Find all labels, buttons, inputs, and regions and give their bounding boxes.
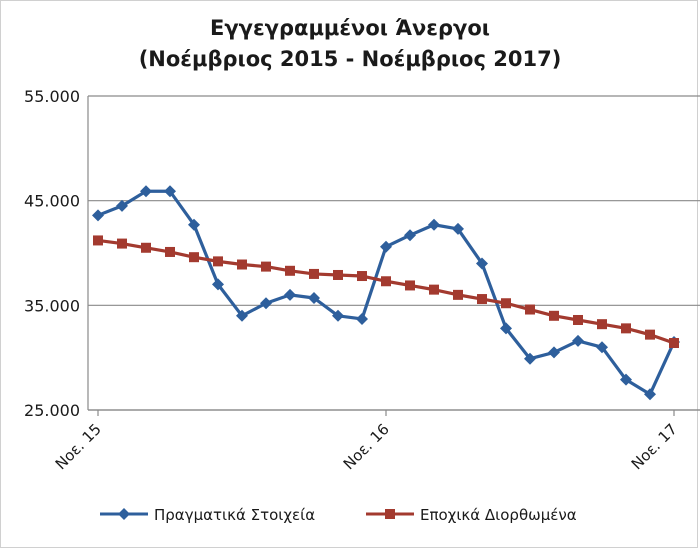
data-point-diamond xyxy=(524,352,536,365)
chart-subtitle: (Νοέμβριος 2015 - Νοέμβριος 2017) xyxy=(139,47,562,71)
data-point-square xyxy=(669,338,679,349)
series-line xyxy=(97,189,676,396)
y-tick-label: 25.000 xyxy=(24,401,80,420)
data-point-diamond xyxy=(212,278,224,291)
data-point-square xyxy=(549,310,559,321)
legend: Πραγματικά Στοιχεία Εποχικά Διορθωμένα xyxy=(100,506,577,524)
data-point-square xyxy=(405,280,415,291)
data-point-square xyxy=(261,261,271,272)
data-point-square xyxy=(621,323,631,334)
data-point-square xyxy=(141,242,151,253)
data-point-square xyxy=(189,252,199,263)
data-point-square xyxy=(117,238,127,249)
data-point-square xyxy=(573,314,583,325)
series-line xyxy=(97,238,675,345)
data-point-diamond xyxy=(116,199,128,212)
data-point-square xyxy=(213,256,223,267)
data-point-diamond xyxy=(596,341,608,354)
data-point-square xyxy=(93,235,103,246)
series-layer xyxy=(92,185,680,401)
data-point-diamond xyxy=(500,322,512,335)
data-point-square xyxy=(357,271,367,282)
data-point-diamond xyxy=(644,388,656,401)
data-point-diamond xyxy=(92,209,104,222)
data-point-square xyxy=(645,329,655,340)
data-point-square xyxy=(429,284,439,295)
data-point-diamond xyxy=(260,297,272,310)
data-point-diamond xyxy=(332,309,344,322)
axes xyxy=(87,96,700,416)
series-actual xyxy=(92,185,680,401)
data-point-diamond xyxy=(620,373,632,386)
data-point-diamond xyxy=(476,257,488,270)
data-point-square xyxy=(525,304,535,315)
legend-marker-diamond xyxy=(118,508,130,520)
legend-item-actual: Πραγματικά Στοιχεία xyxy=(100,506,315,524)
legend-label-actual: Πραγματικά Στοιχεία xyxy=(154,506,315,524)
legend-marker-square xyxy=(385,509,395,519)
x-axis-ticks: Νοε. 15 Νοε. 16 Νοε. 17 xyxy=(52,420,681,473)
data-point-square xyxy=(309,268,319,279)
x-tick-label: Νοε. 17 xyxy=(628,420,681,473)
data-point-square xyxy=(597,319,607,330)
chart-title: Εγγεγραμμένοι Άνεργοι xyxy=(210,16,490,40)
y-tick-label: 35.000 xyxy=(24,296,80,315)
data-point-square xyxy=(477,294,487,305)
data-point-diamond xyxy=(404,229,416,242)
x-tick-label: Νοε. 15 xyxy=(52,420,105,473)
data-point-square xyxy=(453,289,463,300)
data-point-diamond xyxy=(140,185,152,198)
legend-label-seasonal: Εποχικά Διορθωμένα xyxy=(420,506,577,524)
data-point-square xyxy=(381,276,391,287)
data-point-diamond xyxy=(452,222,464,235)
data-point-diamond xyxy=(164,185,176,198)
data-point-diamond xyxy=(572,334,584,347)
legend-item-seasonal: Εποχικά Διορθωμένα xyxy=(366,506,577,524)
data-point-square xyxy=(285,265,295,276)
data-point-diamond xyxy=(548,346,560,359)
data-point-diamond xyxy=(188,218,200,231)
data-point-square xyxy=(333,269,343,280)
data-point-square xyxy=(237,259,247,270)
series-seasonal xyxy=(93,235,679,349)
data-point-diamond xyxy=(308,292,320,305)
data-point-diamond xyxy=(284,288,296,301)
data-point-diamond xyxy=(236,309,248,322)
y-tick-label: 55.000 xyxy=(24,87,80,106)
data-point-square xyxy=(165,246,175,257)
x-tick-label: Νοε. 16 xyxy=(340,420,393,473)
data-point-diamond xyxy=(380,240,392,253)
data-point-diamond xyxy=(428,218,440,231)
data-point-diamond xyxy=(356,312,368,325)
data-point-square xyxy=(501,298,511,309)
y-axis-ticks: 25.000 35.000 45.000 55.000 xyxy=(24,87,80,420)
y-tick-label: 45.000 xyxy=(24,192,80,211)
